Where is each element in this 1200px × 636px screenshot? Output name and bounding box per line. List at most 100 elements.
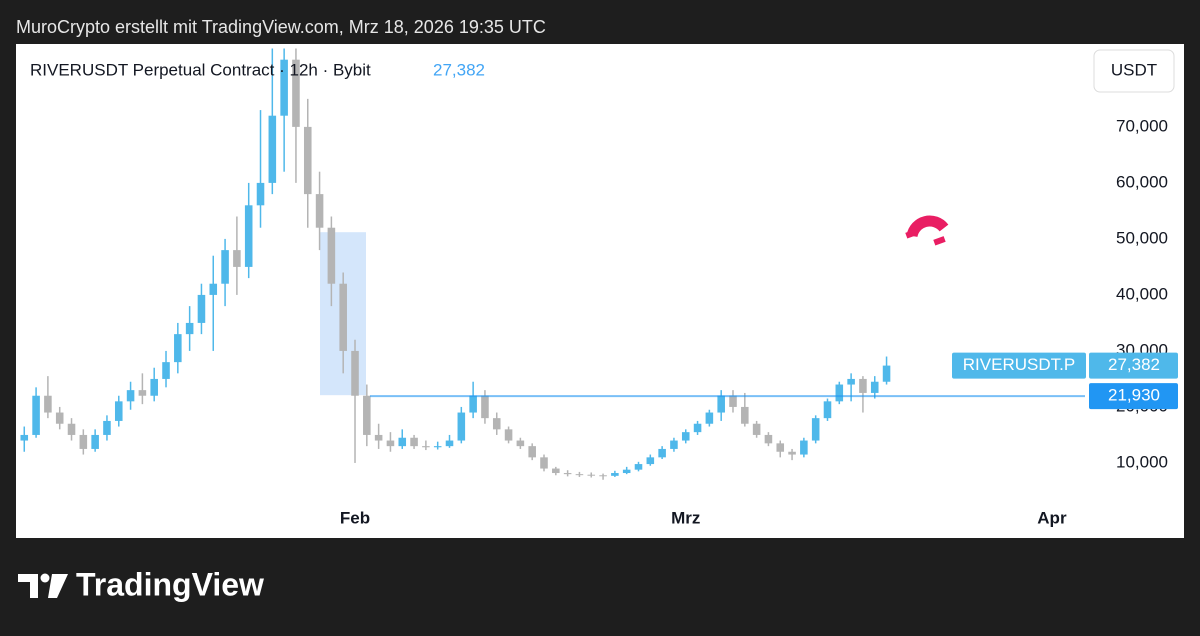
- candle-body: [197, 294, 206, 323]
- plot-area: [20, 48, 891, 480]
- candle-body: [67, 423, 76, 435]
- candle-body: [398, 437, 407, 447]
- candle-body: [91, 434, 99, 449]
- candle-body: [752, 423, 761, 435]
- candle-body: [681, 432, 690, 441]
- candle-body: [44, 395, 52, 413]
- caption: MuroCrypto erstellt mit TradingView.com,…: [16, 17, 546, 37]
- candle-body: [587, 474, 596, 476]
- currency-label: USDT: [1111, 60, 1157, 79]
- x-tick-label: Apr: [1037, 508, 1067, 527]
- candle-body: [575, 474, 584, 476]
- brand-logo: [18, 573, 68, 598]
- candle-body: [363, 395, 371, 435]
- candle-body: [658, 448, 666, 458]
- chart-panel: [16, 44, 1184, 538]
- last-price-box: [1089, 352, 1178, 379]
- candle-body: [646, 457, 655, 465]
- y-tick-label: 50,000: [1116, 228, 1168, 247]
- last-price-label: 27,382: [1108, 355, 1160, 374]
- candle-body: [599, 475, 607, 477]
- candle-body: [315, 194, 324, 228]
- candle-body: [374, 434, 383, 441]
- candle-body: [492, 418, 501, 430]
- candle-body: [339, 283, 347, 351]
- candle-body: [563, 473, 572, 475]
- candle-body: [811, 418, 820, 441]
- candle-body: [729, 395, 737, 407]
- candle-body: [847, 378, 855, 385]
- candle-body: [256, 182, 265, 206]
- candle-body: [292, 59, 300, 127]
- candle-body: [622, 469, 631, 474]
- candle-body: [882, 365, 891, 382]
- candle-body: [280, 59, 288, 116]
- candle-body: [481, 395, 489, 419]
- candle-body: [705, 412, 714, 424]
- candle-body: [859, 378, 867, 393]
- candle-body: [386, 440, 395, 447]
- candle-body: [138, 390, 147, 396]
- candle-body: [764, 434, 773, 444]
- candle-body: [209, 283, 218, 295]
- magnet-icon: [905, 215, 949, 246]
- candle-body: [422, 446, 430, 448]
- candle-body: [244, 205, 253, 267]
- candle-body: [303, 126, 312, 195]
- x-tick-label: Feb: [340, 508, 370, 527]
- candle-body: [433, 446, 442, 448]
- candle-body: [693, 423, 702, 433]
- symbol-box: [952, 352, 1086, 379]
- candle-body: [268, 115, 277, 183]
- candle-body: [221, 250, 229, 284]
- candle-body: [55, 412, 64, 424]
- candle-body: [351, 350, 359, 396]
- candle-body: [445, 440, 454, 447]
- candle-body: [634, 464, 643, 470]
- candle-body: [788, 451, 796, 455]
- candle-body: [611, 473, 619, 476]
- candle-body: [150, 378, 158, 396]
- candle-body: [103, 420, 111, 435]
- candle-body: [20, 434, 29, 441]
- candle-body: [540, 457, 548, 469]
- candle-body: [516, 440, 525, 447]
- line-price-label: 21,930: [1108, 386, 1160, 405]
- candle-body: [835, 384, 844, 402]
- chart-title: RIVERUSDT Perpetual Contract · 12h · Byb…: [30, 60, 371, 79]
- x-tick-label: Mrz: [671, 508, 700, 527]
- candle-body: [469, 395, 477, 413]
- candle-body: [504, 429, 513, 441]
- y-tick-label: 60,000: [1116, 172, 1168, 191]
- candle-body: [233, 250, 241, 267]
- line-price-box: [1089, 383, 1178, 410]
- candle-body: [552, 468, 560, 474]
- candle-body: [717, 395, 725, 413]
- candle-body: [670, 440, 678, 449]
- legend-price: 27,382: [433, 60, 485, 79]
- candle-body: [185, 322, 194, 335]
- candle-body: [32, 395, 40, 435]
- brand-name: TradingView: [76, 566, 264, 602]
- y-tick-label: 40,000: [1116, 284, 1168, 303]
- y-tick-label: 70,000: [1116, 116, 1168, 135]
- candle-body: [327, 227, 336, 284]
- candle-body: [174, 334, 182, 363]
- currency-button[interactable]: [1093, 49, 1175, 93]
- candle-body: [741, 406, 749, 424]
- y-tick-label: 10,000: [1116, 452, 1168, 471]
- symbol-label: RIVERUSDT.P: [963, 355, 1075, 374]
- candle-body: [776, 443, 785, 452]
- candle-body: [162, 362, 170, 379]
- candle-body: [800, 440, 808, 455]
- candle-body: [410, 437, 418, 447]
- candle-body: [823, 401, 832, 419]
- candle-body: [528, 446, 536, 458]
- candle-body: [126, 390, 135, 402]
- candle-body: [870, 381, 879, 393]
- candle-body: [114, 401, 123, 421]
- candle-body: [457, 412, 466, 441]
- candle-body: [79, 434, 88, 449]
